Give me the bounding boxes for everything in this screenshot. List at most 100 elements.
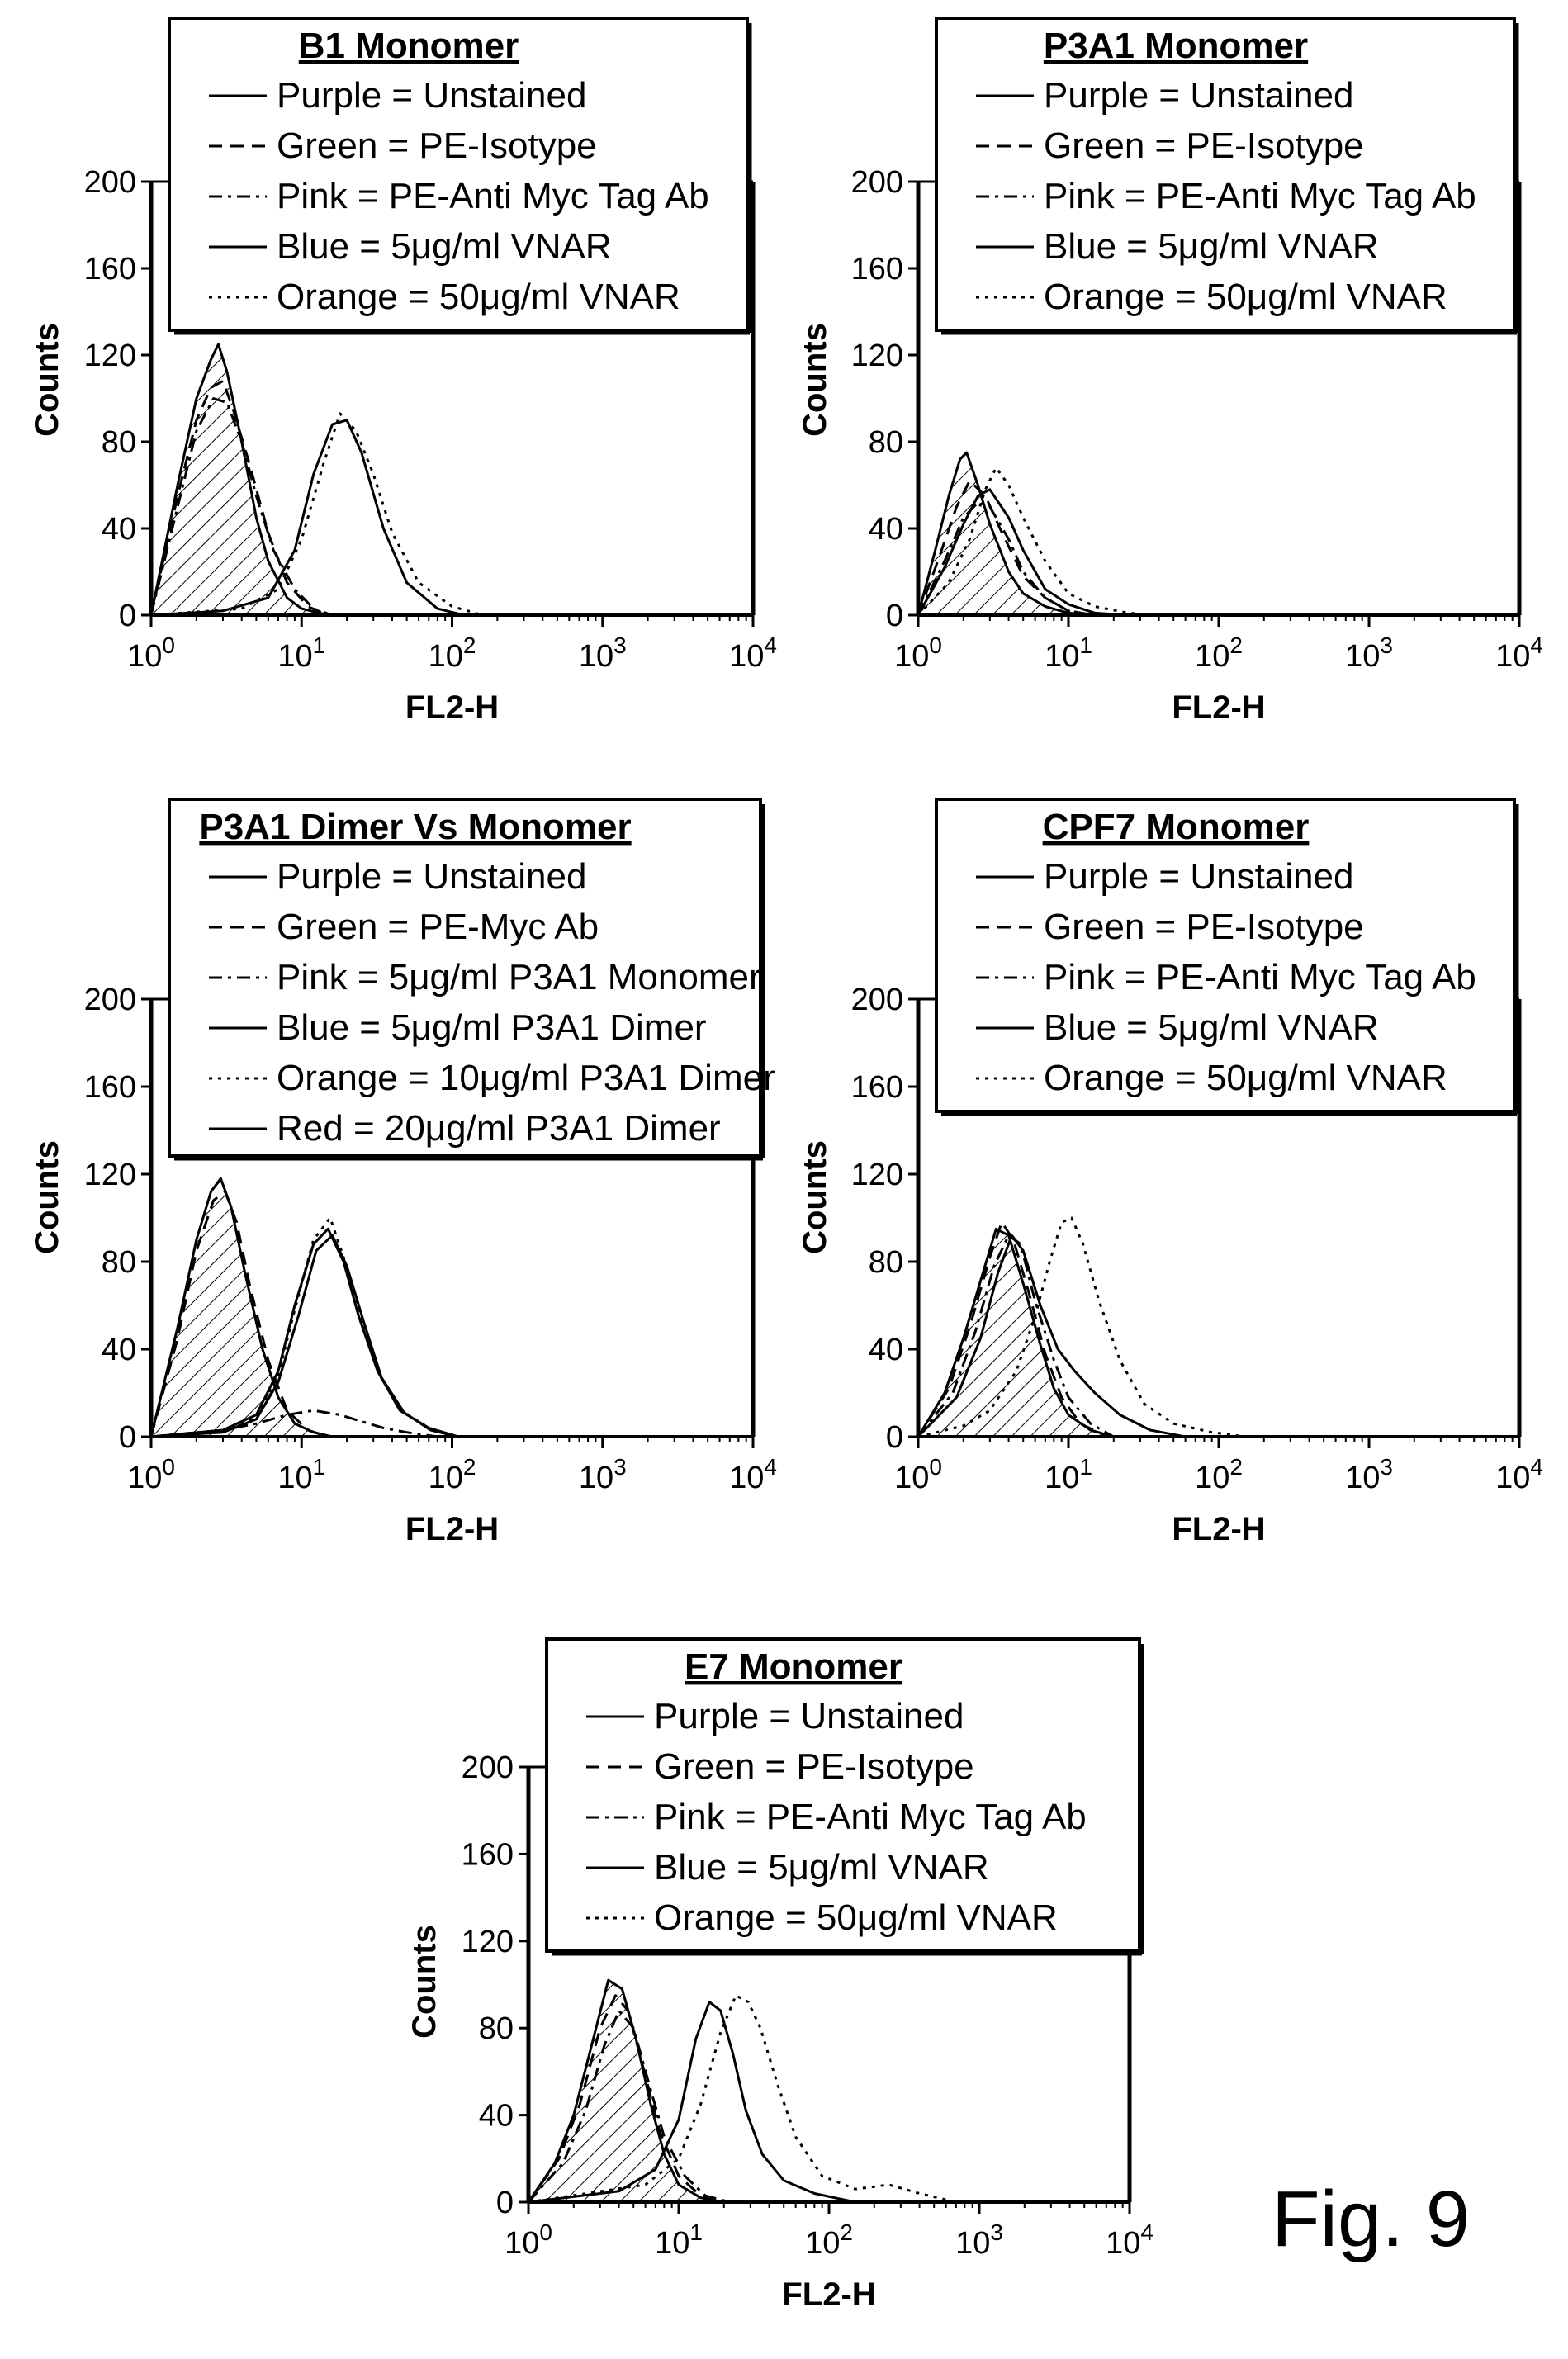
legend-entry: Orange = 50μg/ml VNAR: [277, 277, 680, 317]
legend-entry: Green = PE-Isotype: [277, 126, 597, 166]
x-tick-label: 102: [1195, 632, 1243, 674]
x-tick-label: 101: [277, 1454, 325, 1495]
x-tick-label: 102: [429, 632, 476, 674]
y-tick-label: 80: [869, 1245, 903, 1280]
x-tick-label: 103: [1345, 1454, 1393, 1495]
y-tick-label: 0: [886, 1420, 903, 1455]
series-line-1: [527, 1978, 725, 2204]
x-tick-label: 103: [1345, 632, 1393, 674]
legend-entry: Red = 20μg/ml P3A1 Dimer: [277, 1108, 721, 1149]
x-tick-label: 103: [579, 1454, 627, 1495]
legend: P3A1 Dimer Vs Monomer Purple = Unstained G…: [168, 798, 775, 1161]
x-tick-label: 102: [429, 1454, 476, 1495]
chart-panel-4: 0 40 80 120 160 200 100 101 102 103 104 FL2-H Counts…: [797, 798, 1543, 1547]
x-tick-label: 104: [1495, 1454, 1543, 1495]
legend-entry: Blue = 5μg/ml VNAR: [1044, 226, 1379, 267]
y-axis-label: Counts: [797, 1140, 833, 1254]
x-tick-label: 100: [127, 632, 175, 674]
y-axis-label: Counts: [29, 323, 65, 437]
y-tick-label: 0: [119, 1420, 136, 1455]
legend-box: [168, 17, 749, 332]
y-tick-label: 40: [479, 2099, 514, 2134]
legend-entry: Orange = 50μg/ml VNAR: [1044, 1058, 1447, 1098]
legend-entry: Blue = 5μg/ml VNAR: [654, 1847, 989, 1888]
legend-entry: Purple = Unstained: [277, 856, 586, 897]
x-tick-label: 101: [277, 632, 325, 674]
y-tick-label: 40: [869, 1333, 903, 1367]
y-tick-label: 160: [462, 1837, 514, 1872]
y-tick-label: 40: [869, 512, 903, 547]
x-tick-label: 102: [1195, 1454, 1243, 1495]
series-line-6: [150, 1234, 459, 1438]
series-line-1: [149, 343, 329, 617]
x-tick-label: 104: [1106, 2219, 1153, 2261]
legend-entry: Purple = Unstained: [654, 1696, 964, 1736]
y-tick-label: 160: [84, 252, 136, 287]
y-tick-label: 120: [851, 339, 903, 373]
series-line-1: [149, 1177, 333, 1438]
x-tick-label: 101: [1045, 632, 1092, 674]
y-tick-label: 200: [462, 1750, 514, 1785]
legend-box: [935, 17, 1516, 332]
series-line-3: [917, 501, 1096, 617]
x-tick-label: 104: [729, 1454, 777, 1495]
chart-panel-3: 0 40 80 120 160 200 100 101 102 103 104 FL2-H Counts…: [29, 798, 777, 1547]
y-tick-label: 80: [102, 425, 136, 460]
y-axis-label: Counts: [797, 323, 833, 437]
legend: E7 Monomer Purple = Unstained Green = PE-I…: [545, 1637, 1144, 1956]
legend-entry: Pink = PE-Anti Myc Tag Ab: [654, 1797, 1087, 1837]
x-tick-label: 100: [894, 1454, 942, 1495]
y-tick-label: 40: [102, 1333, 136, 1367]
legend-entry: Blue = 5μg/ml VNAR: [1044, 1007, 1379, 1048]
y-tick-label: 120: [851, 1158, 903, 1192]
chart-panel-1: 0 40 80 120 160 200 100 101 102 103 104 FL2-H Counts…: [29, 17, 777, 726]
x-axis-label: FL2-H: [405, 689, 499, 726]
y-tick-label: 160: [84, 1070, 136, 1105]
legend-box: [168, 798, 762, 1158]
figure-label: Fig. 9: [1272, 2175, 1470, 2263]
legend: P3A1 Monomer Purple = Unstained Green = PE…: [935, 17, 1519, 335]
legend-box: [935, 798, 1516, 1113]
series-line-4: [917, 1234, 1186, 1438]
legend-entry: Purple = Unstained: [277, 75, 586, 116]
y-tick-label: 0: [119, 599, 136, 633]
series-line-3: [149, 397, 333, 617]
series-line-4: [528, 2001, 856, 2204]
x-tick-label: 103: [955, 2219, 1003, 2261]
chart-title: CPF7 Monomer: [1043, 807, 1310, 847]
y-tick-label: 120: [462, 1925, 514, 1959]
chart-title: E7 Monomer: [685, 1646, 902, 1687]
x-tick-label: 101: [1045, 1454, 1092, 1495]
legend-entry: Green = PE-Isotype: [654, 1746, 974, 1787]
x-tick-label: 101: [655, 2219, 703, 2261]
y-tick-label: 0: [886, 599, 903, 633]
series-fill-1: [151, 1178, 333, 1437]
x-tick-label: 100: [505, 2219, 552, 2261]
legend-entry: Pink = PE-Anti Myc Tag Ab: [1044, 957, 1476, 997]
legend-entry: Orange = 50μg/ml VNAR: [654, 1897, 1058, 1938]
y-tick-label: 80: [869, 425, 903, 460]
y-tick-label: 200: [84, 165, 136, 200]
x-axis-label: FL2-H: [1172, 1511, 1265, 1547]
x-tick-label: 100: [127, 1454, 175, 1495]
y-tick-label: 200: [851, 983, 903, 1017]
legend-entry: Purple = Unstained: [1044, 75, 1353, 116]
series-line-3: [527, 2009, 731, 2204]
legend-entry: Pink = 5μg/ml P3A1 Monomer: [277, 957, 761, 997]
legend-entry: Purple = Unstained: [1044, 856, 1353, 897]
chart-panel-2: 0 40 80 120 160 200 100 101 102 103 104 FL2-H Counts…: [797, 17, 1543, 726]
chart-title: P3A1 Dimer Vs Monomer: [199, 807, 631, 847]
series-fill-1: [918, 1229, 1114, 1437]
series-line-1: [917, 1227, 1115, 1438]
y-axis-label: Counts: [29, 1140, 65, 1254]
x-tick-label: 103: [579, 632, 627, 674]
legend-entry: Green = PE-Isotype: [1044, 126, 1364, 166]
y-tick-label: 200: [84, 983, 136, 1017]
chart-panel-5: 0 40 80 120 160 200 100 101 102 103 104 FL2-H Counts…: [406, 1637, 1153, 2313]
legend-entry: Blue = 5μg/ml P3A1 Dimer: [277, 1007, 707, 1048]
y-tick-label: 200: [851, 165, 903, 200]
x-axis-label: FL2-H: [405, 1511, 499, 1547]
chart-title: P3A1 Monomer: [1044, 26, 1308, 66]
y-tick-label: 120: [84, 339, 136, 373]
